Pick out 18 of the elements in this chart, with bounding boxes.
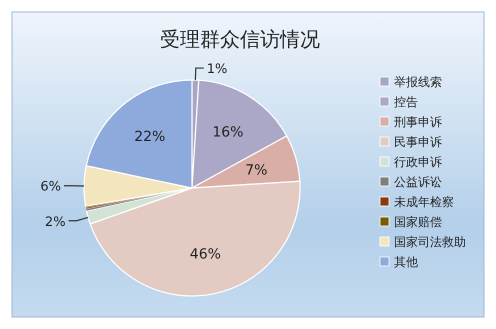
data-label: 1% (206, 62, 228, 78)
legend-label: 举报线索 (394, 75, 442, 89)
legend-label: 民事申诉 (394, 135, 442, 149)
chart-title: 受理群众信访情况 (160, 27, 320, 51)
data-label: 2% (44, 214, 66, 230)
data-label: 46% (190, 246, 221, 263)
legend-label: 刑事申诉 (394, 115, 442, 129)
legend-label: 其他 (394, 255, 418, 269)
legend-label: 公益诉讼 (394, 175, 442, 189)
legend-label: 行政申诉 (394, 155, 442, 169)
legend-label: 控告 (394, 95, 418, 109)
data-label: 16% (212, 124, 244, 140)
data-label: 6% (40, 180, 62, 195)
legend-label: 国家赔偿 (394, 215, 442, 229)
data-label: 22% (134, 129, 166, 146)
data-label: 7% (245, 162, 268, 178)
legend-label: 未成年检察 (394, 195, 454, 209)
legend-label: 国家司法救助 (394, 235, 466, 249)
